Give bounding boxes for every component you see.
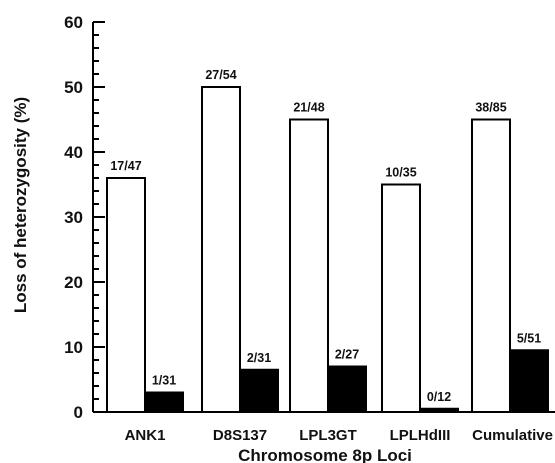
bar-black-ank1: [144, 391, 184, 413]
data-label-white: 10/35: [385, 166, 416, 180]
y-tick-label: 20: [64, 273, 83, 292]
y-tick-label: 50: [64, 78, 83, 97]
data-label-black: 5/51: [517, 331, 541, 345]
y-tick-label: 0: [74, 403, 83, 422]
data-label-black: 1/31: [152, 374, 176, 388]
data-label-white: 27/54: [205, 68, 236, 82]
bar-white-lpl3gt: [289, 118, 329, 413]
y-tick-label: 40: [64, 143, 83, 162]
x-tick-label: LPLHdIII: [390, 427, 451, 444]
y-tick-label: 30: [64, 208, 83, 227]
bar-black-cumulative: [509, 349, 549, 413]
bar-black-lpl3gt: [327, 365, 367, 413]
x-tick-label: Cumulative: [472, 427, 553, 444]
data-label-black: 0/12: [427, 390, 451, 404]
data-label-white: 17/47: [110, 159, 141, 173]
y-tick-label: 10: [64, 338, 83, 357]
x-axis-title: Chromosome 8p Loci: [238, 446, 412, 463]
x-tick-label: ANK1: [125, 427, 166, 444]
bar-black-lplhdiii: [419, 407, 459, 413]
bar-white-ank1: [106, 177, 146, 413]
bar-white-lplhdiii: [381, 183, 421, 413]
data-label-white: 38/85: [475, 101, 506, 115]
labels: 17/47 1/31 ANK1 27/54 2/31 D8S137 21/48 2/27 LPL…: [110, 68, 553, 444]
bar-white-cumulative: [471, 118, 511, 413]
data-label-black: 2/31: [247, 351, 271, 365]
bar-white-d8s137: [201, 86, 241, 413]
y-tick-label: 60: [64, 13, 83, 32]
y-axis-title: Loss of heterozygosity (%): [11, 97, 30, 313]
data-label-white: 21/48: [293, 101, 324, 115]
x-tick-label: LPL3GT: [299, 427, 357, 444]
x-tick-label: D8S137: [213, 427, 267, 444]
bars: [106, 86, 549, 413]
bar-black-d8s137: [239, 368, 279, 413]
data-label-black: 2/27: [335, 348, 359, 362]
